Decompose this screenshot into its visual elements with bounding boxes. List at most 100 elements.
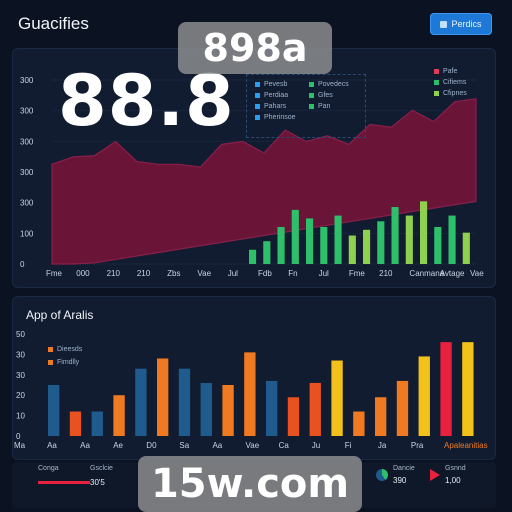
y-tick-label: 0 [16, 432, 21, 441]
bar [200, 382, 212, 436]
x-tick-label: Avtage [440, 269, 465, 278]
bar [420, 201, 428, 264]
bar [396, 380, 409, 436]
legend-item: Pevesb [255, 81, 303, 88]
x-tick-label: Aa [80, 441, 90, 450]
bar [91, 411, 103, 436]
bar [348, 235, 356, 264]
legend-item: Cifiems [434, 79, 467, 86]
area-series [51, 98, 477, 265]
footer-item: Conga [38, 465, 90, 484]
y-tick-label: 50 [16, 330, 25, 339]
footer-item: Gsnnd 1,00 [430, 465, 466, 485]
x-tick-label: Zbs [167, 269, 180, 278]
y-tick-label: 300 [20, 76, 34, 85]
watermark-top: 898a [178, 22, 332, 74]
x-tick-label: Fme [349, 269, 366, 278]
periodics-button[interactable]: Perdics [430, 13, 492, 35]
legend-item: Perdiaa [255, 92, 303, 99]
bottom-legend: Dieesds Fimdlly [48, 346, 82, 366]
legend-item: Pherinsoe [255, 114, 303, 121]
bar [448, 215, 456, 264]
x-tick-label: Ma [14, 441, 26, 450]
x-tick-label: 210 [379, 269, 393, 278]
x-tick-label: Ja [378, 441, 387, 450]
x-tick-label: Apaleanitias [444, 441, 488, 450]
calendar-icon [440, 20, 448, 28]
bar [375, 397, 387, 436]
bar [157, 358, 169, 436]
top-legend-right: Pafe Cifiems Cfipnes [434, 68, 467, 97]
x-tick-label: Fn [288, 269, 297, 278]
legend-item: Gfes [309, 92, 357, 99]
bar [440, 342, 452, 436]
bar [377, 221, 385, 264]
x-tick-label: Vae [197, 269, 211, 278]
legend-item: Dieesds [48, 346, 82, 353]
y-tick-label: 300 [20, 107, 34, 116]
y-tick-label: 0 [20, 260, 25, 269]
y-tick-label: 300 [20, 199, 34, 208]
x-tick-label: Fi [345, 441, 352, 450]
bar [334, 215, 342, 264]
bar [287, 397, 300, 436]
x-tick-label: Sa [179, 441, 189, 450]
y-tick-label: 30 [16, 350, 25, 359]
bar [222, 385, 234, 436]
x-tick-label: Pra [411, 441, 424, 450]
bar [306, 218, 314, 264]
x-tick-label: Aa [47, 441, 57, 450]
x-tick-label: 210 [107, 269, 121, 278]
bar [244, 352, 256, 436]
x-tick-label: Fme [46, 269, 63, 278]
bar [434, 226, 442, 264]
x-tick-label: Aa [212, 441, 222, 450]
x-tick-label: Jul [228, 269, 238, 278]
bar [418, 356, 430, 436]
bar [353, 411, 365, 436]
bottom-bar-chart: 50 30 30 20 10 0Ma Aa Aa Ae D0 Sa Aa Vae Ca Ju Fi Ja Pra A… [14, 330, 488, 450]
y-tick-label: 20 [16, 391, 25, 400]
legend-item: Pahars [255, 103, 303, 110]
bar [331, 360, 343, 436]
bar [391, 207, 399, 264]
y-tick-label: 10 [16, 412, 25, 421]
footer-item: Gsclcie 30'5 [90, 465, 113, 487]
legend-item: Fimdlly [48, 359, 82, 366]
bar [320, 226, 328, 264]
y-tick-label: 300 [20, 137, 34, 146]
bar [462, 232, 470, 264]
bar [249, 249, 257, 264]
y-tick-label: 30 [16, 371, 25, 380]
bar [178, 368, 191, 436]
bottom-section-title: App of Aralis [26, 308, 94, 322]
legend-item: Cfipnes [434, 90, 467, 97]
bar [69, 411, 82, 436]
bar [263, 241, 271, 264]
x-tick-label: Ju [312, 441, 320, 450]
pie-icon [376, 469, 388, 481]
watermark-bottom: 15w.com [138, 456, 362, 512]
top-legend-box: Pevesb Povedecs Perdiaa Gfes Pahars Pan … [246, 74, 366, 138]
legend-item: Pan [309, 103, 357, 110]
legend-item: Povedecs [309, 81, 357, 88]
bar [277, 226, 285, 264]
bar [309, 382, 321, 436]
x-tick-label: Ca [279, 441, 290, 450]
bar [113, 395, 125, 436]
y-tick-label: 300 [20, 168, 34, 177]
bar [266, 380, 278, 436]
periodics-button-label: Perdics [451, 19, 482, 29]
bar [48, 385, 60, 436]
legend-item: Pafe [434, 68, 467, 75]
x-tick-label: Ae [113, 441, 123, 450]
x-tick-label: Canmana [409, 269, 444, 278]
y-tick-label: 100 [20, 229, 34, 238]
top-area-chart: 300 300 300 300 300 100 0 Fme 000 210 210 Zbs Vae Jul… [20, 76, 484, 278]
x-tick-label: 000 [76, 269, 90, 278]
x-tick-label: Fdb [258, 269, 272, 278]
x-tick-label: D0 [146, 441, 157, 450]
x-tick-label: Vae [246, 441, 260, 450]
bar [291, 209, 299, 264]
x-tick-label: Vae [470, 269, 484, 278]
